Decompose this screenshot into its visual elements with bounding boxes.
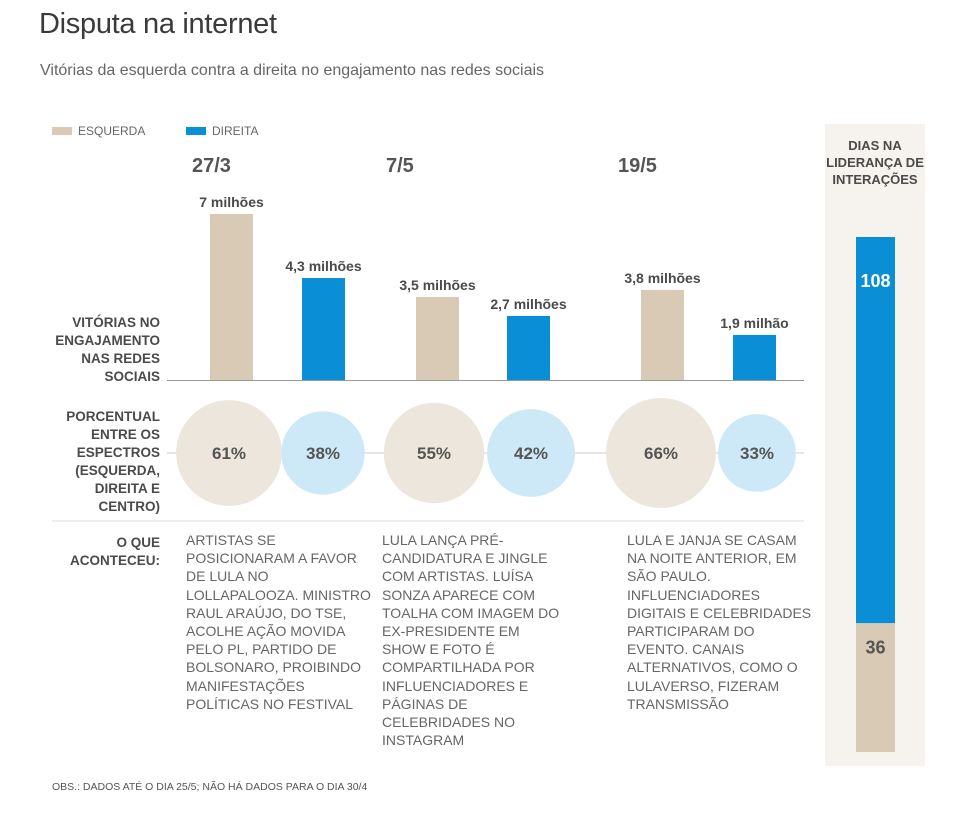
row-label-engagement: VITÓRIAS NO ENGAJAMENTO NAS REDES SOCIAI… [55,315,160,384]
bar-esquerda-1 [210,214,253,380]
circle-direita-2 [487,409,575,497]
sidebar-value-direita: 108 [860,271,890,291]
percent-label-direita-3: 33% [740,444,774,463]
sidebar-chart-svg: 108 36 [856,237,895,752]
footnote: OBS.: DADOS ATÉ O DIA 25/5; NÃO HÁ DADOS… [52,781,368,793]
circle-esquerda-1 [176,400,282,506]
circle-esquerda-3 [606,398,716,508]
bar-direita-1 [302,278,345,380]
legend-label-direita: DIREITA [212,124,259,138]
date-label-1: 27/3 [192,155,231,177]
sidebar-bar-esquerda [856,623,895,752]
percent-label-esquerda-3: 66% [644,444,678,463]
sidebar-bar-direita [856,237,895,624]
bar-esquerda-2 [416,297,459,380]
bar-esquerda-3 [641,289,684,380]
chart-title: Disputa na internet [39,8,277,40]
sidebar-title: DIAS NA LIDERANÇA DE INTERAÇÕES [826,138,924,187]
percent-label-esquerda-2: 55% [417,444,451,463]
legend-esquerda: ESQUERDA [52,124,145,138]
circle-direita-3 [718,414,796,492]
bar-direita-2 [507,315,550,380]
circle-direita-1 [281,411,365,495]
event-text-1: ARTISTAS SE POSICIONARAM A FAVOR DE LULA… [186,532,371,712]
bar-value-esquerda-2: 3,5 milhões [399,277,475,293]
legend-swatch-direita [186,127,206,135]
date-label-2: 7/5 [386,155,414,177]
event-text-2: LULA LANÇA PRÉ-CANDIDATURA E JINGLE COM … [382,532,560,749]
percent-label-direita-1: 38% [306,444,340,463]
legend-label-esquerda: ESQUERDA [78,124,146,138]
date-label-3: 19/5 [618,155,657,177]
bar-value-esquerda-1: 7 milhões [199,194,264,210]
legend-swatch-esquerda [52,127,72,135]
sidebar-value-esquerda: 36 [865,637,885,657]
sidebar-bars-group: 108 36 [856,237,895,752]
bar-value-direita-3: 1,9 milhão [720,315,788,331]
bar-value-esquerda-3: 3,8 milhões [624,270,700,286]
event-text-3: LULA E JANJA SE CASAM NA NOITE ANTERIOR,… [627,532,812,712]
circles-group: 61% 55% 66% 38% 42% 33% [176,398,796,508]
percent-label-direita-2: 42% [514,444,548,463]
bars-group: 7 milhões 3,5 milhões 3,8 milhões 4,3 milhõ… [199,194,789,380]
bar-direita-3 [733,334,776,380]
row-label-percent: PORCENTUAL ENTRE OS ESPECTROS (ESQUERDA,… [66,409,160,514]
bar-value-direita-1: 4,3 milhões [285,258,361,274]
chart-subtitle: Vitórias da esquerda contra a direita no… [40,62,545,79]
percent-label-esquerda-1: 61% [212,444,246,463]
row-label-events: O QUE ACONTECEU: [70,535,160,568]
bar-value-direita-2: 2,7 milhões [490,296,566,312]
legend-direita: DIREITA [186,124,258,138]
circle-esquerda-2 [383,402,485,504]
